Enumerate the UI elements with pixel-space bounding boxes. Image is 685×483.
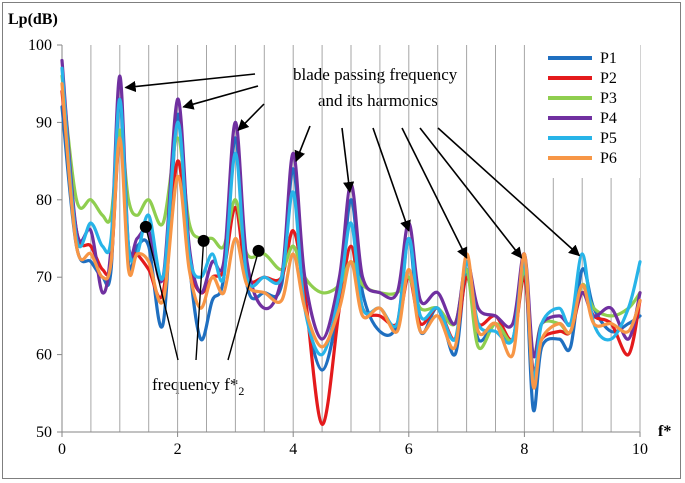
bpf-annotation-line2: and its harmonics xyxy=(318,91,438,110)
f2-marker-dot xyxy=(197,234,210,247)
legend-label-p2: P2 xyxy=(600,70,617,87)
f2-annotation: frequency f*2 xyxy=(152,375,244,398)
y-tick-label: 90 xyxy=(36,114,52,131)
y-tick-label: 100 xyxy=(28,37,52,54)
f2-marker-dot xyxy=(252,244,265,257)
y-tick-label: 80 xyxy=(36,192,52,209)
x-tick-label: 2 xyxy=(174,441,182,458)
y-tick-label: 70 xyxy=(36,269,52,286)
f2-marker-dot xyxy=(139,220,152,233)
series-line-p6 xyxy=(60,82,642,390)
bpf-arrow xyxy=(294,125,311,163)
y-tick-label: 50 xyxy=(36,424,52,441)
bpf-arrow xyxy=(437,127,581,257)
x-tick-label: 4 xyxy=(289,441,297,458)
bpf-arrow xyxy=(372,127,411,232)
x-tick-label: 10 xyxy=(632,441,648,458)
x-tick-label: 8 xyxy=(520,441,528,458)
legend-label-p4: P4 xyxy=(600,110,617,127)
x-tick-label: 0 xyxy=(58,441,66,458)
series-line-p1 xyxy=(60,97,642,413)
f2-annotation-text: frequency f* xyxy=(152,375,238,394)
legend-label-p6: P6 xyxy=(600,150,617,167)
bpf-annotation-line1: blade passing frequency xyxy=(293,65,458,84)
f2-pointer-line xyxy=(195,240,205,361)
y-tick-label: 60 xyxy=(36,347,52,364)
legend-label-p1: P1 xyxy=(600,50,617,67)
f2-annotation-subscript: 2 xyxy=(238,384,244,398)
bpf-arrow xyxy=(341,127,355,194)
legend-label-p5: P5 xyxy=(600,130,617,147)
y-axis-title: Lp(dB) xyxy=(8,11,58,28)
bpf-arrow xyxy=(237,103,265,131)
bpf-arrow xyxy=(124,73,256,93)
f2-pointer-line xyxy=(227,250,260,361)
legend-box xyxy=(538,42,640,178)
x-tick-label: 6 xyxy=(405,441,413,458)
f2-pointer-line xyxy=(145,226,179,361)
bpf-arrow xyxy=(419,127,523,259)
x-axis-title: f* xyxy=(658,423,671,440)
bpf-arrow xyxy=(401,127,468,259)
bpf-arrow xyxy=(182,85,259,110)
legend-label-p3: P3 xyxy=(600,90,617,107)
